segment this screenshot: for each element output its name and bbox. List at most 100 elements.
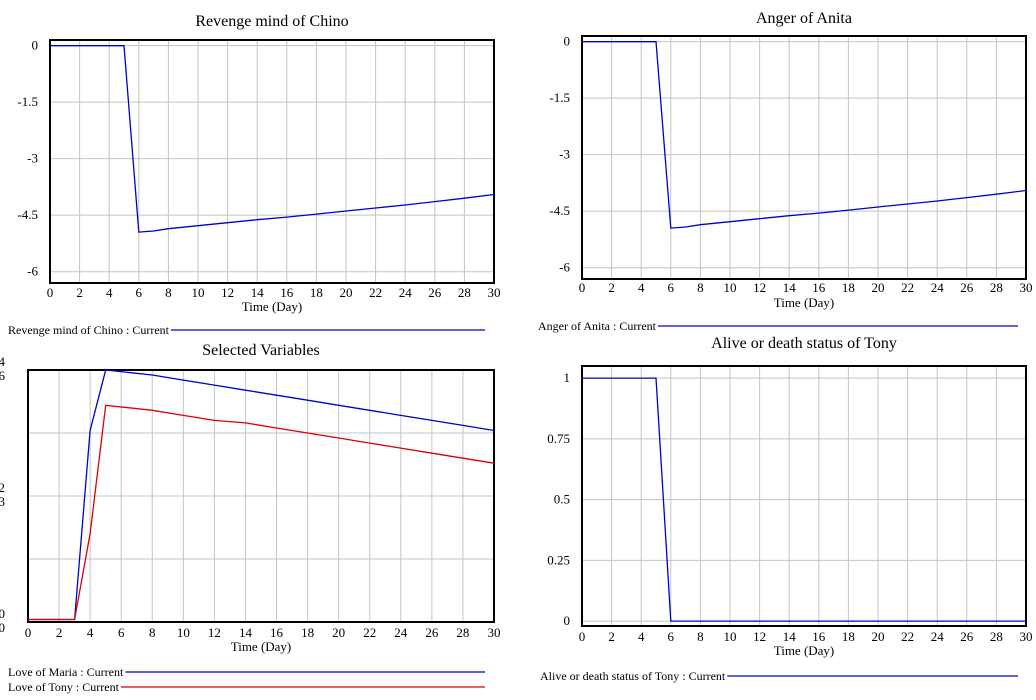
x-tick-label: 22: [901, 280, 914, 295]
legend-label: Love of Tony : Current: [8, 680, 120, 694]
y-tick-label: 0.25: [547, 552, 570, 567]
x-tick-label: 12: [753, 280, 766, 295]
y-tick-label: -6: [559, 260, 570, 275]
legend-label: Revenge mind of Chino : Current: [8, 323, 170, 337]
x-tick-label: 28: [458, 285, 471, 300]
x-tick-label: 6: [668, 629, 675, 644]
x-tick-label: 24: [931, 280, 945, 295]
legend-label: Love of Maria : Current: [8, 665, 124, 679]
x-tick-label: 2: [608, 629, 615, 644]
x-tick-label: 18: [842, 629, 855, 644]
series-line-love-of-maria-current: [28, 370, 494, 620]
x-tick-label: 14: [783, 280, 797, 295]
y-tick-label: 0: [564, 613, 571, 628]
x-tick-label: 6: [136, 285, 143, 300]
x-tick-label: 26: [425, 625, 439, 640]
x-tick-label: 26: [960, 280, 974, 295]
series-line-anger-of-anita-current: [582, 42, 1026, 228]
x-tick-label: 16: [812, 280, 826, 295]
x-tick-label: 18: [842, 280, 855, 295]
x-tick-label: 10: [177, 625, 190, 640]
series-line-love-of-tony-current: [28, 405, 494, 619]
x-tick-label: 4: [106, 285, 113, 300]
y-tick-label: 0: [32, 38, 39, 53]
plot-frame: [582, 366, 1026, 626]
x-tick-label: 28: [990, 629, 1003, 644]
x-tick-label: 24: [931, 629, 945, 644]
x-tick-label: 12: [753, 629, 766, 644]
x-tick-label: 8: [697, 280, 704, 295]
y-tick-label: -3: [559, 147, 570, 162]
x-tick-label: 0: [579, 629, 586, 644]
y-tick-label: 0.5: [554, 492, 570, 507]
x-tick-label: 28: [456, 625, 469, 640]
x-tick-label: 10: [724, 280, 737, 295]
x-tick-label: 24: [394, 625, 408, 640]
x-tick-label: 16: [280, 285, 294, 300]
x-tick-label: 26: [960, 629, 974, 644]
x-tick-label: 30: [1020, 629, 1033, 644]
x-tick-label: 18: [301, 625, 314, 640]
x-tick-label: 16: [812, 629, 826, 644]
x-tick-label: 8: [165, 285, 172, 300]
x-tick-label: 20: [340, 285, 353, 300]
x-tick-label: 20: [872, 280, 885, 295]
x-tick-label: 18: [310, 285, 323, 300]
x-tick-label: 24: [399, 285, 413, 300]
x-tick-label: 28: [990, 280, 1003, 295]
x-tick-label: 2: [76, 285, 83, 300]
x-axis-label: Time (Day): [774, 295, 835, 310]
plot-frame: [50, 40, 494, 283]
x-tick-label: 10: [192, 285, 205, 300]
y-tick-label: -4.5: [549, 203, 570, 218]
x-tick-label: 6: [668, 280, 675, 295]
y-tick-label: -6: [27, 264, 38, 279]
chart-title: Selected Variables: [202, 342, 319, 359]
y-tick-label: 0: [564, 34, 571, 49]
x-tick-label: 8: [697, 629, 704, 644]
x-tick-label: 30: [488, 625, 501, 640]
y-tick-label: 0.75: [547, 431, 570, 446]
x-tick-label: 8: [149, 625, 156, 640]
x-tick-label: 6: [118, 625, 125, 640]
x-tick-label: 4: [638, 629, 645, 644]
x-tick-label: 20: [332, 625, 345, 640]
x-axis-label: Time (Day): [242, 299, 303, 314]
x-tick-label: 22: [369, 285, 382, 300]
x-tick-label: 4: [87, 625, 94, 640]
x-tick-label: 22: [901, 629, 914, 644]
x-tick-label: 0: [579, 280, 586, 295]
x-tick-label: 12: [208, 625, 221, 640]
chart-title: Anger of Anita: [756, 10, 852, 27]
y-tick-label: -1.5: [17, 94, 38, 109]
x-tick-label: 30: [488, 285, 501, 300]
x-tick-label: 12: [221, 285, 234, 300]
chart-title: Alive or death status of Tony: [711, 335, 897, 352]
x-tick-label: 14: [239, 625, 253, 640]
x-tick-label: 14: [783, 629, 797, 644]
x-tick-label: 2: [56, 625, 63, 640]
x-tick-label: 0: [25, 625, 32, 640]
x-tick-label: 14: [251, 285, 265, 300]
legend-label: Alive or death status of Tony : Current: [540, 669, 726, 683]
x-tick-label: 26: [428, 285, 442, 300]
x-tick-label: 20: [872, 629, 885, 644]
chart-title: Revenge mind of Chino: [195, 13, 348, 30]
x-tick-label: 0: [47, 285, 54, 300]
x-tick-label: 30: [1020, 280, 1033, 295]
x-tick-label: 10: [724, 629, 737, 644]
legend-label: Anger of Anita : Current: [538, 319, 657, 333]
y-tick-label: 1: [564, 370, 571, 385]
y-tick-label: -3: [27, 151, 38, 166]
x-axis-label: Time (Day): [231, 639, 292, 654]
x-tick-label: 16: [270, 625, 284, 640]
x-tick-label: 2: [608, 280, 615, 295]
